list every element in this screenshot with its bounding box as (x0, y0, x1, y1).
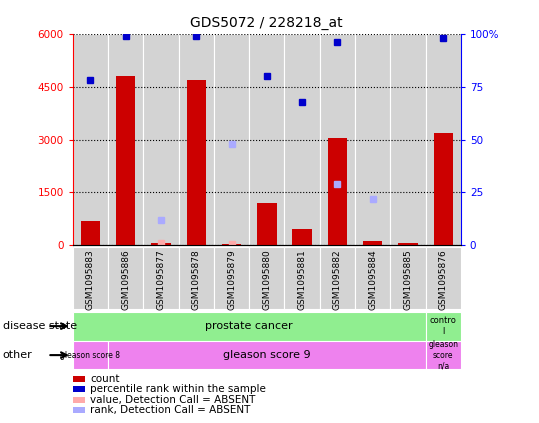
Bar (214, 34, 249, 245)
Bar (426, 247, 461, 309)
Bar (222, 244, 241, 245)
Text: GSM1095882: GSM1095882 (333, 249, 342, 310)
Bar (433, 132, 453, 245)
Text: GSM1095876: GSM1095876 (439, 249, 448, 310)
Bar (426, 341, 461, 369)
Bar (390, 34, 426, 245)
Bar (285, 34, 320, 245)
Bar (214, 247, 249, 309)
Bar (81, 221, 100, 245)
Bar (143, 34, 178, 245)
Text: GSM1095886: GSM1095886 (121, 249, 130, 310)
Text: gleason
score
n/a: gleason score n/a (428, 340, 458, 370)
Bar (249, 34, 285, 245)
Text: GSM1095880: GSM1095880 (262, 249, 271, 310)
Text: contro
l: contro l (430, 316, 457, 336)
Title: GDS5072 / 228218_at: GDS5072 / 228218_at (190, 16, 343, 30)
Text: GSM1095881: GSM1095881 (298, 249, 307, 310)
Bar (151, 242, 171, 245)
Bar (292, 229, 312, 245)
Bar (108, 247, 143, 309)
Bar (257, 203, 277, 245)
Bar (355, 34, 390, 245)
Text: other: other (3, 350, 32, 360)
Text: GSM1095879: GSM1095879 (227, 249, 236, 310)
Bar (108, 341, 426, 369)
Text: rank, Detection Call = ABSENT: rank, Detection Call = ABSENT (90, 405, 251, 415)
Text: prostate cancer: prostate cancer (205, 321, 293, 331)
Bar (108, 34, 143, 245)
Text: percentile rank within the sample: percentile rank within the sample (90, 384, 266, 394)
Bar (320, 34, 355, 245)
Bar (363, 242, 382, 245)
Text: gleason score 9: gleason score 9 (223, 350, 310, 360)
Bar (426, 312, 461, 341)
Bar (390, 247, 426, 309)
Text: count: count (90, 374, 120, 384)
Bar (398, 242, 418, 245)
Text: disease state: disease state (3, 321, 77, 331)
Bar (178, 247, 214, 309)
Bar (116, 76, 135, 245)
Bar (178, 34, 214, 245)
Bar (328, 138, 347, 245)
Text: GSM1095877: GSM1095877 (156, 249, 165, 310)
Bar (249, 247, 285, 309)
Bar (143, 247, 178, 309)
Bar (320, 247, 355, 309)
Text: GSM1095884: GSM1095884 (368, 249, 377, 310)
Bar (426, 34, 461, 245)
Text: gleason score 8: gleason score 8 (60, 351, 120, 360)
Bar (285, 247, 320, 309)
Text: GSM1095883: GSM1095883 (86, 249, 95, 310)
Bar (186, 80, 206, 245)
Text: GSM1095878: GSM1095878 (192, 249, 201, 310)
Bar (73, 34, 108, 245)
Bar (355, 247, 390, 309)
Bar (73, 247, 108, 309)
Bar (73, 341, 108, 369)
Text: GSM1095885: GSM1095885 (403, 249, 412, 310)
Text: value, Detection Call = ABSENT: value, Detection Call = ABSENT (90, 395, 255, 405)
